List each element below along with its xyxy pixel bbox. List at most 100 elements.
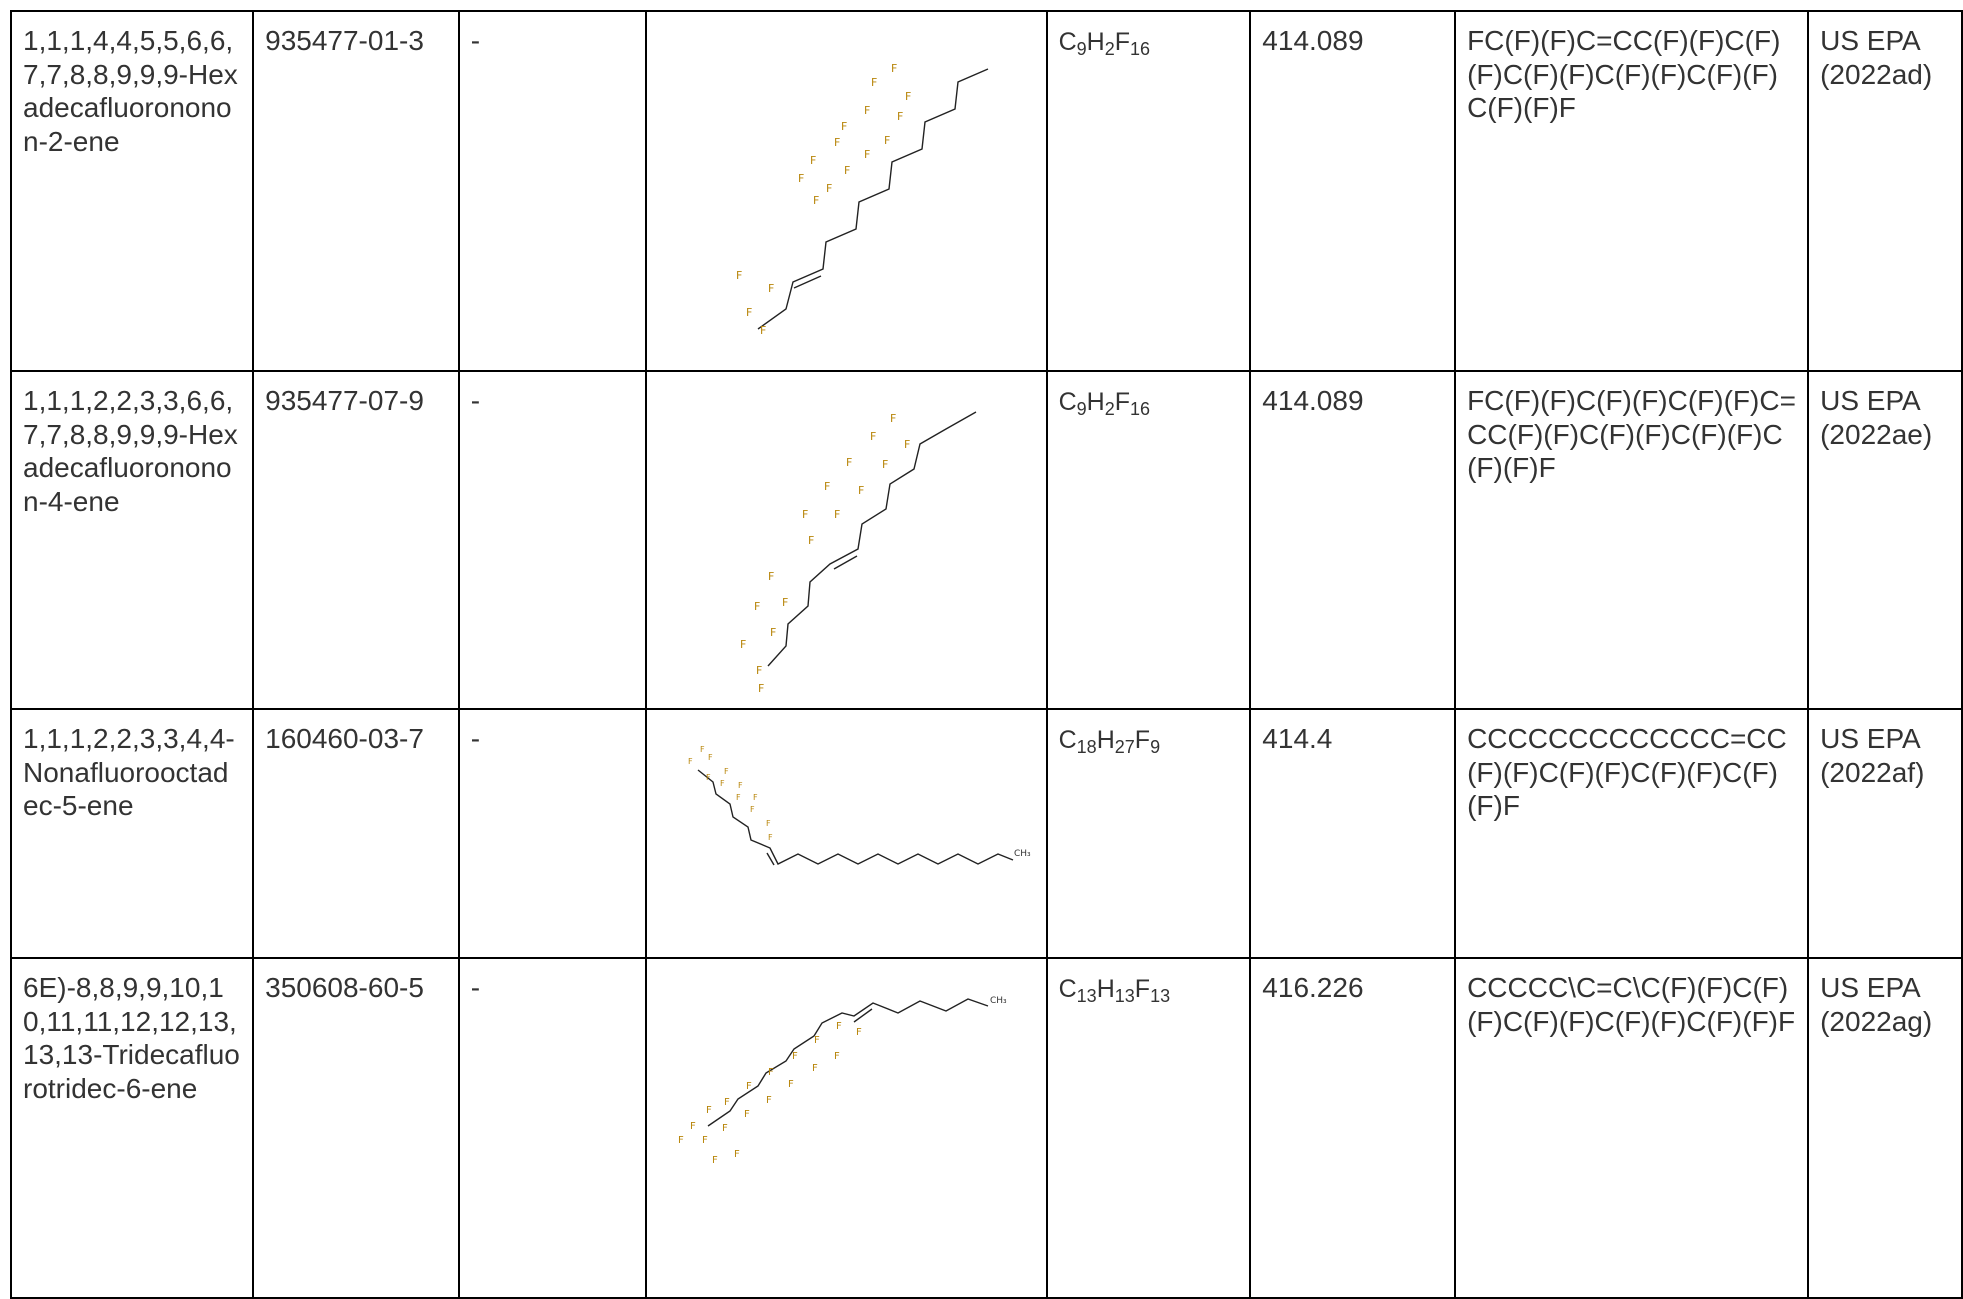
cas-number: 935477-07-9 xyxy=(252,370,460,710)
fluorine-atom-label: F xyxy=(688,757,693,766)
reference: US EPA (2022ad) xyxy=(1807,10,1963,372)
molecular-formula: C18H27F9 xyxy=(1045,708,1252,959)
molecular-formula: C13H13F13 xyxy=(1045,957,1252,1299)
fluorine-atom-label: F xyxy=(736,793,741,802)
fluorine-atom-label: F xyxy=(766,1095,772,1106)
fluorine-atom-label: F xyxy=(891,62,897,75)
empty-value: - xyxy=(457,957,647,1299)
compound-table: 1,1,1,4,4,5,5,6,6,7,7,8,8,9,9,9-Hexadeca… xyxy=(9,10,1963,1299)
compound-name: 6E)-8,8,9,9,10,10,11,11,12,12,13,13,13-T… xyxy=(9,957,255,1299)
empty-value: - xyxy=(457,708,647,959)
table-row: 1,1,1,4,4,5,5,6,6,7,7,8,8,9,9,9-Hexadeca… xyxy=(9,10,1963,372)
fluorine-atom-label: F xyxy=(768,1067,774,1078)
fluorine-atom-label: F xyxy=(720,779,725,788)
fluorine-atom-label: F xyxy=(846,456,852,469)
fluorine-atom-label: F xyxy=(864,104,870,117)
fluorine-atom-label: F xyxy=(824,480,830,493)
methyl-label: CH₃ xyxy=(990,996,1007,1006)
compound-name: 1,1,1,2,2,3,3,4,4-Nonafluorooctadec-5-en… xyxy=(9,708,255,959)
fluorine-atom-label: F xyxy=(870,430,876,443)
fluorine-atom-label: F xyxy=(798,172,804,185)
fluorine-atom-label: F xyxy=(904,438,910,451)
fluorine-atom-label: F xyxy=(768,282,774,295)
fluorine-atom-label: F xyxy=(884,134,890,147)
empty-value: - xyxy=(457,10,647,372)
table-row: 1,1,1,2,2,3,3,4,4-Nonafluorooctadec-5-en… xyxy=(9,708,1963,959)
fluorine-atom-label: F xyxy=(750,805,755,814)
fluorine-atom-label: F xyxy=(844,164,850,177)
fluorine-atom-label: F xyxy=(813,194,819,207)
fluorine-atom-label: F xyxy=(756,664,762,677)
fluorine-atom-label: F xyxy=(836,1021,842,1032)
fluorine-atom-label: F xyxy=(814,1035,820,1046)
fluorine-atom-label: F xyxy=(724,1097,730,1108)
reference: US EPA (2022af) xyxy=(1807,708,1963,959)
fluorine-atom-label: F xyxy=(768,833,773,842)
fluorine-atom-label: F xyxy=(802,508,808,521)
molecular-mass: 414.089 xyxy=(1249,10,1457,372)
fluorine-atom-label: F xyxy=(706,1105,712,1116)
fluorine-atom-label: F xyxy=(758,682,764,695)
cas-number: 350608-60-5 xyxy=(252,957,460,1299)
fluorine-atom-label: F xyxy=(792,1051,798,1062)
compound-name: 1,1,1,2,2,3,3,6,6,7,7,8,8,9,9,9-Hexadeca… xyxy=(9,370,255,710)
fluorine-atom-label: F xyxy=(905,90,911,103)
fluorine-atom-label: F xyxy=(826,182,832,195)
fluorine-atom-label: F xyxy=(897,110,903,123)
fluorine-atom-label: F xyxy=(812,1063,818,1074)
fluorine-atom-label: F xyxy=(890,412,896,425)
fluorine-atom-label: F xyxy=(766,819,771,828)
fluorine-atom-label: F xyxy=(744,1109,750,1120)
fluorine-atom-label: F xyxy=(871,76,877,89)
fluorine-atom-label: F xyxy=(722,1123,728,1134)
empty-value: - xyxy=(457,370,647,710)
fluorine-atom-label: F xyxy=(724,767,729,776)
fluorine-atom-label: F xyxy=(858,484,864,497)
fluorine-atom-label: F xyxy=(746,1081,752,1092)
table-row: 6E)-8,8,9,9,10,10,11,11,12,12,13,13,13-T… xyxy=(9,957,1963,1299)
fluorine-atom-label: F xyxy=(702,1135,708,1146)
smiles-string: FC(F)(F)C=CC(F)(F)C(F)(F)C(F)(F)C(F)(F)C… xyxy=(1454,10,1810,372)
fluorine-atom-label: F xyxy=(736,269,742,282)
fluorine-atom-label: F xyxy=(810,154,816,167)
smiles-string: FC(F)(F)C(F)(F)C(F)(F)C=CC(F)(F)C(F)(F)C… xyxy=(1454,370,1810,710)
reference: US EPA (2022ag) xyxy=(1807,957,1963,1299)
fluorine-atom-label: F xyxy=(834,136,840,149)
fluorine-atom-label: F xyxy=(690,1121,696,1132)
molecular-formula: C9H2F16 xyxy=(1045,370,1252,710)
fluorine-atom-label: F xyxy=(708,753,713,762)
cas-number: 935477-01-3 xyxy=(252,10,460,372)
fluorine-atom-label: F xyxy=(706,773,711,782)
compound-name: 1,1,1,4,4,5,5,6,6,7,7,8,8,9,9,9-Hexadeca… xyxy=(9,10,255,372)
fluorine-atom-label: F xyxy=(770,626,776,639)
fluorine-atom-label: F xyxy=(734,1149,740,1160)
fluorine-atom-label: F xyxy=(841,120,847,133)
smiles-string: CCCCCCCCCCCCC=CC(F)(F)C(F)(F)C(F)(F)C(F)… xyxy=(1454,708,1810,959)
fluorine-atom-label: F xyxy=(712,1155,718,1166)
fluorine-atom-label: F xyxy=(834,508,840,521)
fluorine-atom-label: F xyxy=(738,781,743,790)
cas-number: 160460-03-7 xyxy=(252,708,460,959)
molecular-mass: 416.226 xyxy=(1249,957,1457,1299)
molecular-mass: 414.4 xyxy=(1249,708,1457,959)
fluorine-atom-label: F xyxy=(788,1079,794,1090)
fluorine-atom-label: F xyxy=(782,596,788,609)
table-row: 1,1,1,2,2,3,3,6,6,7,7,8,8,9,9,9-Hexadeca… xyxy=(9,370,1963,710)
fluorine-atom-label: F xyxy=(753,793,758,802)
fluorine-atom-label: F xyxy=(700,745,705,754)
fluorine-atom-label: F xyxy=(834,1051,840,1062)
molecular-mass: 414.089 xyxy=(1249,370,1457,710)
reference: US EPA (2022ae) xyxy=(1807,370,1963,710)
fluorine-atom-label: F xyxy=(856,1027,862,1038)
fluorine-atom-label: F xyxy=(754,600,760,613)
methyl-label: CH₃ xyxy=(1014,849,1031,859)
fluorine-atom-label: F xyxy=(768,570,774,583)
